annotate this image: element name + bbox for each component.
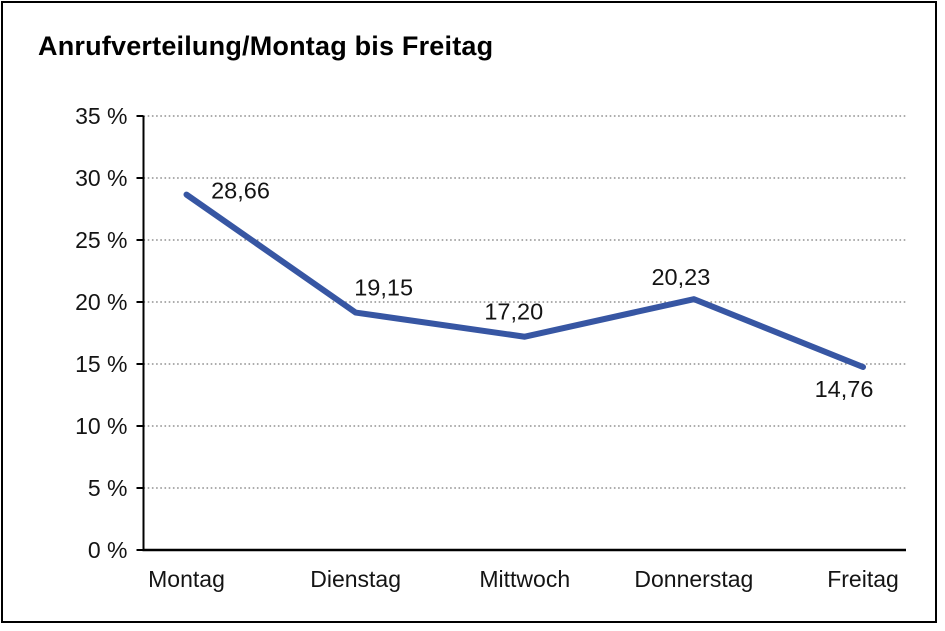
x-axis-category-label: Mittwoch	[479, 566, 570, 592]
y-axis-tick-label: 20 %	[75, 289, 127, 315]
y-axis-tick-label: 10 %	[75, 413, 127, 439]
x-axis-category-label: Dienstag	[310, 566, 401, 592]
x-axis-category-label: Montag	[148, 566, 225, 592]
data-label: 17,20	[484, 299, 543, 325]
chart-frame-border	[1, 1, 937, 623]
data-label: 28,66	[211, 178, 270, 204]
chart-title: Anrufverteilung/Montag bis Freitag	[38, 31, 494, 61]
series-line	[183, 191, 866, 370]
data-label: 20,23	[651, 264, 710, 290]
y-axis-tick-label: 30 %	[75, 165, 127, 191]
x-axis-category-label: Donnerstag	[634, 566, 753, 592]
data-label: 14,76	[815, 376, 874, 402]
data-label: 19,15	[354, 275, 413, 301]
y-axis-tick-label: 15 %	[75, 351, 127, 377]
x-axis-category-label: Freitag	[827, 566, 899, 592]
y-axis-tick-label: 25 %	[75, 227, 127, 253]
y-axis-tick-label: 5 %	[88, 475, 128, 501]
y-axis-tick-label: 0 %	[88, 537, 128, 563]
y-axis-tick-label: 35 %	[75, 103, 127, 129]
